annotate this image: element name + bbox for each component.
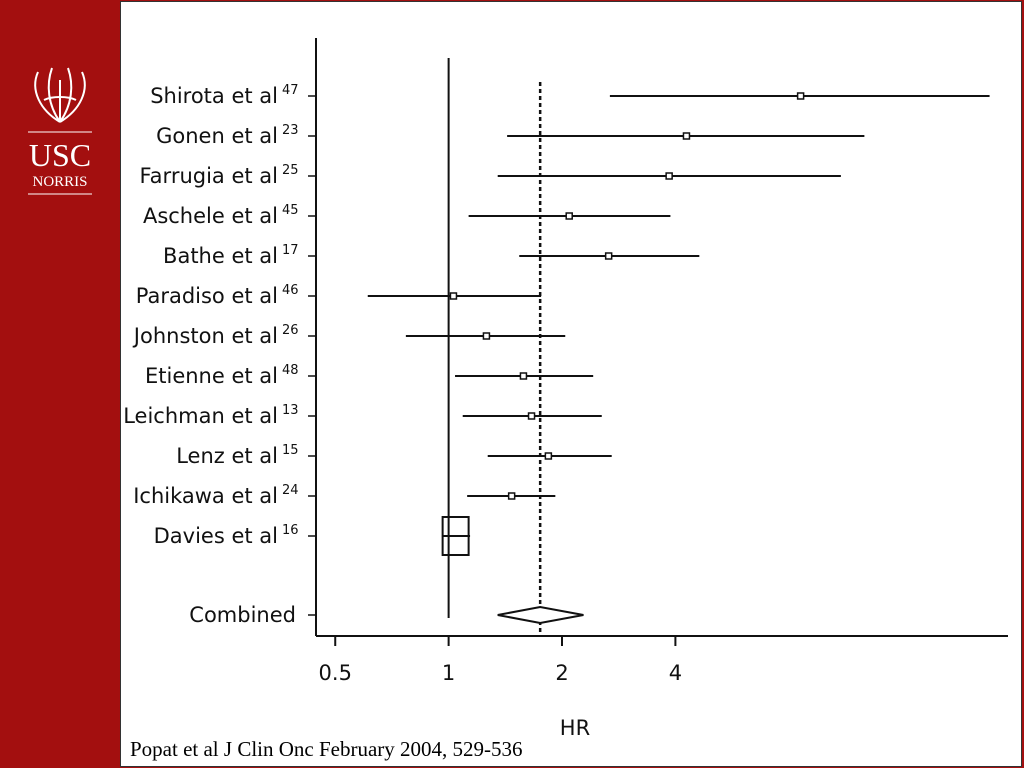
study-label: Leichman et al: [123, 404, 278, 428]
estimate-marker: [519, 372, 528, 380]
x-tick-label: 2: [555, 661, 568, 685]
estimate-marker: [796, 92, 805, 100]
logo-usc: USC: [29, 137, 91, 173]
citation: Popat et al J Clin Onc February 2004, 52…: [130, 737, 523, 761]
study-label: Ichikawa et al: [133, 484, 278, 508]
study-label: Gonen et al: [156, 124, 278, 148]
x-tick-label: 0.5: [319, 661, 352, 685]
study-ref: 25: [282, 163, 299, 178]
study-ref: 17: [282, 243, 299, 258]
study-label: Shirota et al: [150, 84, 278, 108]
x-tick-label: 1: [442, 661, 455, 685]
x-axis-title: HR: [560, 716, 590, 740]
study-label: Combined: [189, 603, 296, 627]
estimate-box: [441, 516, 470, 556]
study-label: Farrugia et al: [140, 164, 278, 188]
estimate-marker: [544, 452, 553, 460]
study-label: Lenz et al: [176, 444, 278, 468]
chart-panel: [120, 1, 1022, 767]
combined-diamond: [497, 605, 584, 625]
study-ref: 23: [282, 123, 299, 138]
study-ref: 48: [282, 363, 299, 378]
study-ref: 15: [282, 443, 299, 458]
study-ref: 13: [282, 403, 299, 418]
logo-emblem: [34, 67, 86, 123]
study-label: Davies et al: [154, 524, 278, 548]
study-ref: 47: [282, 83, 299, 98]
study-ref: 45: [282, 203, 299, 218]
study-ref: 16: [282, 523, 299, 538]
estimate-marker: [682, 132, 691, 140]
study-ref: 24: [282, 483, 299, 498]
estimate-marker: [604, 252, 613, 260]
estimate-marker: [527, 412, 536, 420]
estimate-marker: [449, 292, 458, 300]
x-tick-label: 4: [669, 661, 682, 685]
study-label: Johnston et al: [132, 324, 278, 348]
sidebar: [0, 0, 118, 768]
estimate-marker: [565, 212, 573, 220]
study-label: Aschele et al: [143, 204, 278, 228]
estimate-marker: [507, 492, 516, 500]
study-label: Etienne et al: [145, 364, 278, 388]
study-ref: 26: [282, 323, 299, 338]
study-label: Paradiso et al: [136, 284, 278, 308]
estimate-marker: [665, 172, 673, 180]
logo-norris: NORRIS: [32, 174, 87, 190]
study-label: Bathe et al: [163, 244, 278, 268]
study-ref: 46: [282, 283, 299, 298]
estimate-marker: [482, 332, 491, 340]
